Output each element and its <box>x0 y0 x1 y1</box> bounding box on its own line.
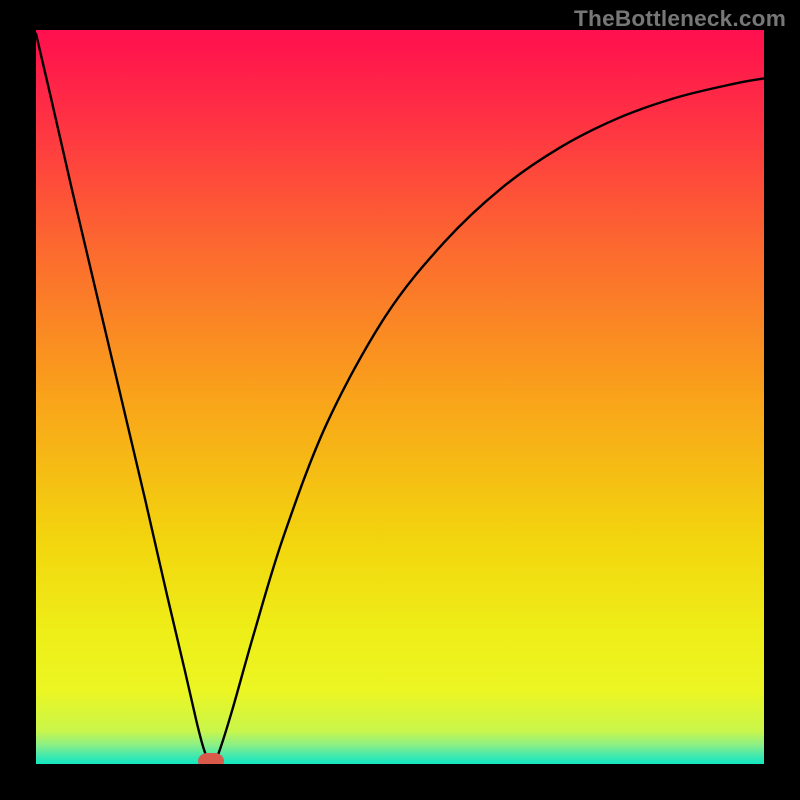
watermark-text: TheBottleneck.com <box>574 6 786 32</box>
plot-area <box>36 30 764 764</box>
curve-svg <box>36 30 764 764</box>
bottleneck-min-marker <box>198 753 224 764</box>
bottleneck-curve-path <box>36 34 764 764</box>
bottleneck-chart: TheBottleneck.com <box>0 0 800 800</box>
